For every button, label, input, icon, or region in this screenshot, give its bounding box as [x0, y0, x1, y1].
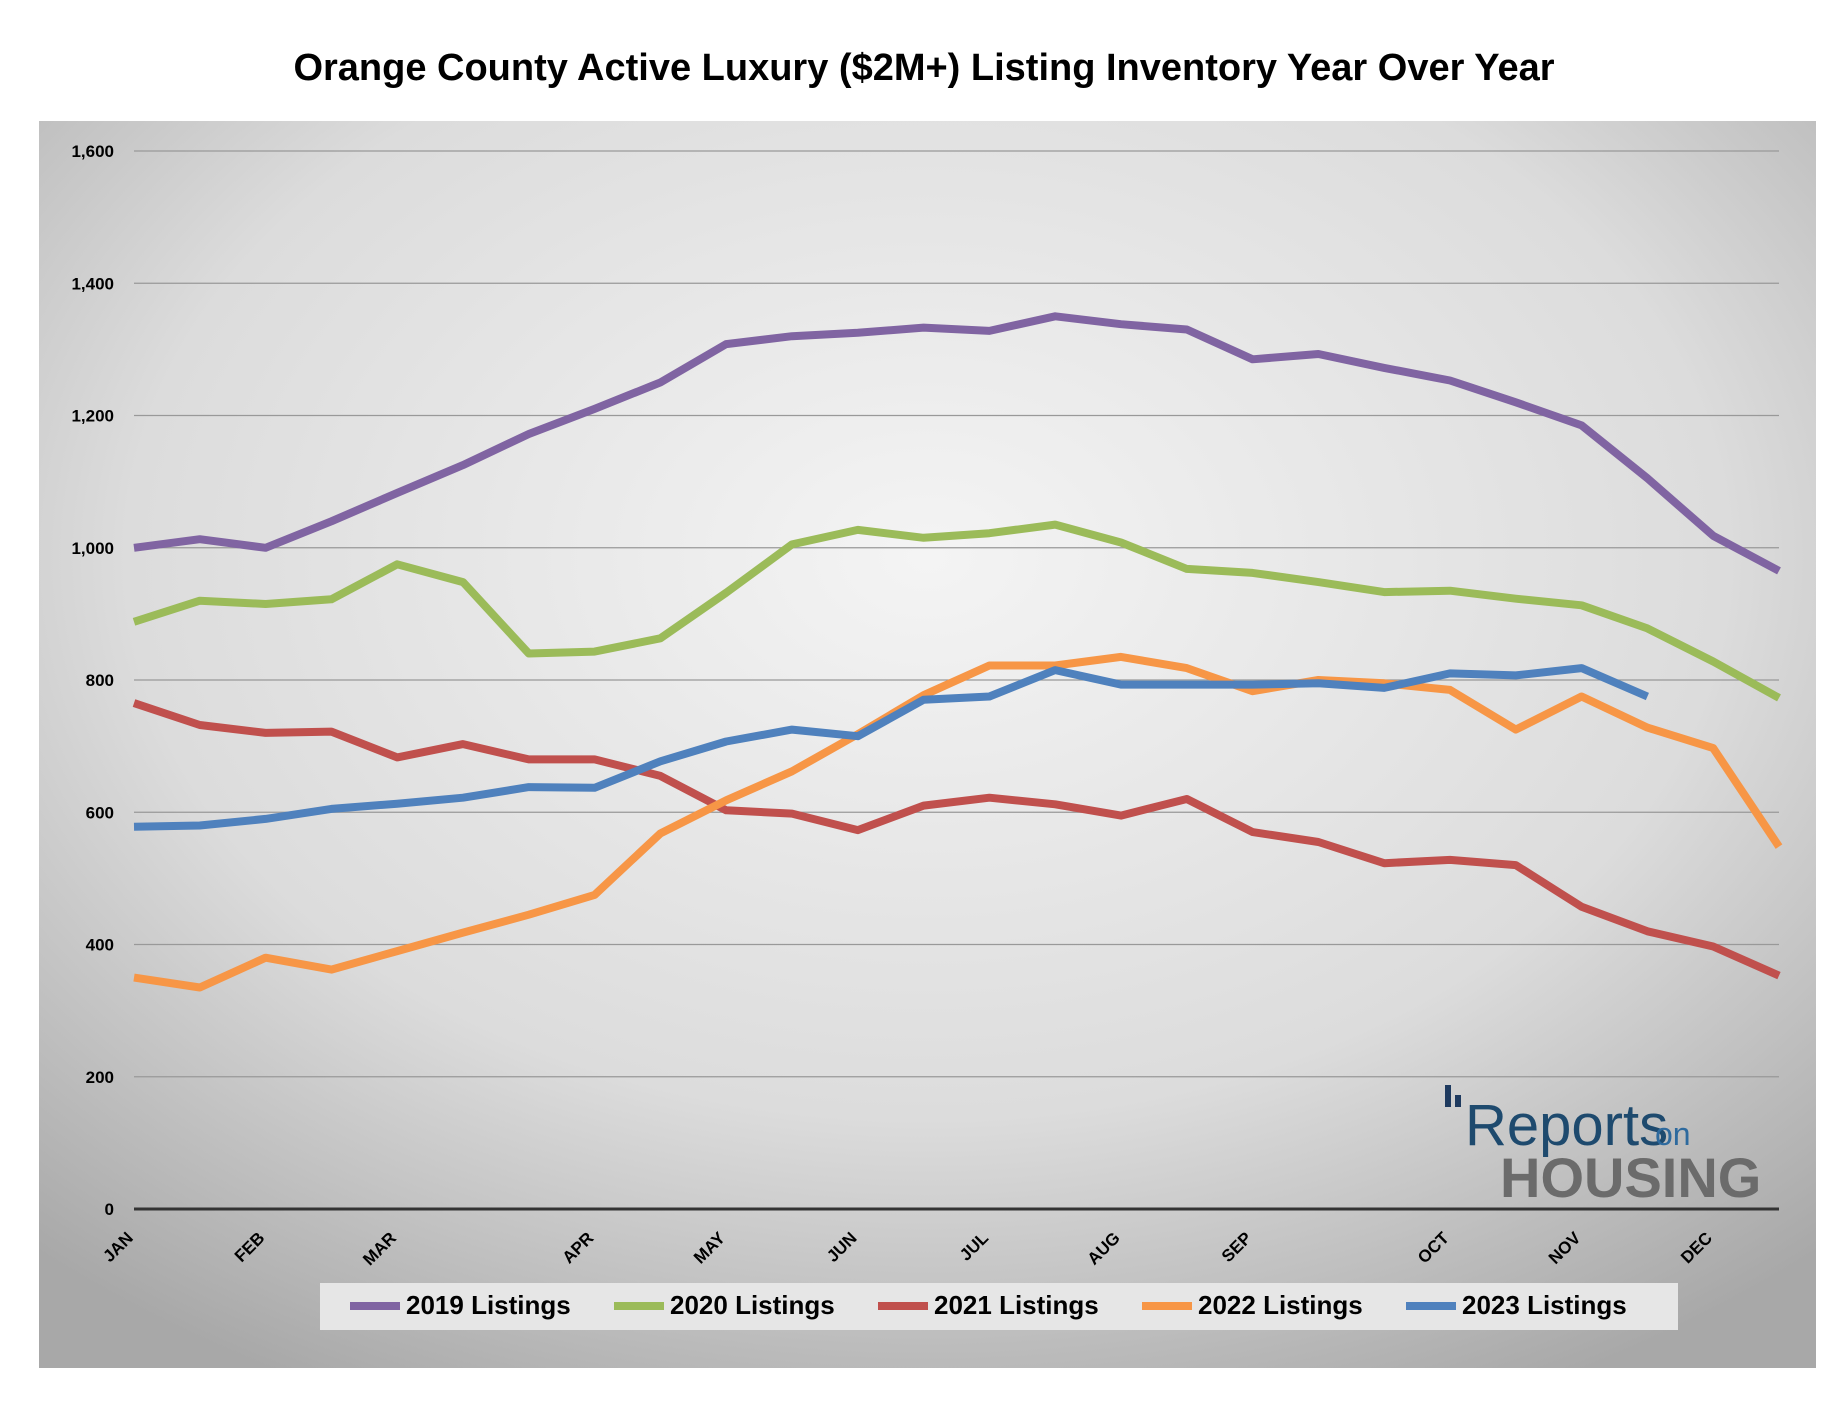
line-2: [132, 699, 1781, 980]
logo-bar: [1445, 1085, 1451, 1107]
logo-word: Reports: [1465, 1093, 1668, 1158]
legend-label: 2019 Listings: [406, 1290, 571, 1320]
logo-big: HOUSING: [1500, 1146, 1761, 1209]
logo-small: on: [1655, 1116, 1691, 1152]
logo: Reports on HOUSING: [1445, 1085, 1761, 1209]
legend-label: 2022 Listings: [1198, 1290, 1363, 1320]
y-tick-label: 1,200: [71, 407, 114, 426]
legend-label: 2020 Listings: [670, 1290, 835, 1320]
legend-label: 2023 Listings: [1462, 1290, 1627, 1320]
y-tick-label: 1,600: [71, 142, 114, 161]
line-1: [132, 520, 1781, 702]
y-tick-label: 1,000: [71, 539, 114, 558]
line-4: [133, 664, 1649, 831]
line-3: [133, 652, 1783, 992]
y-tick-label: 0: [105, 1200, 114, 1219]
chart-title: Orange County Active Luxury ($2M+) Listi…: [293, 47, 1554, 89]
logo-bar: [1455, 1095, 1461, 1107]
y-tick-label: 800: [86, 671, 114, 690]
legend-label: 2021 Listings: [934, 1290, 1099, 1320]
y-tick-label: 200: [86, 1068, 114, 1087]
y-tick-label: 600: [86, 803, 114, 822]
y-tick-label: 1,400: [71, 274, 114, 293]
line-0: [133, 312, 1781, 575]
y-tick-label: 400: [86, 936, 114, 955]
